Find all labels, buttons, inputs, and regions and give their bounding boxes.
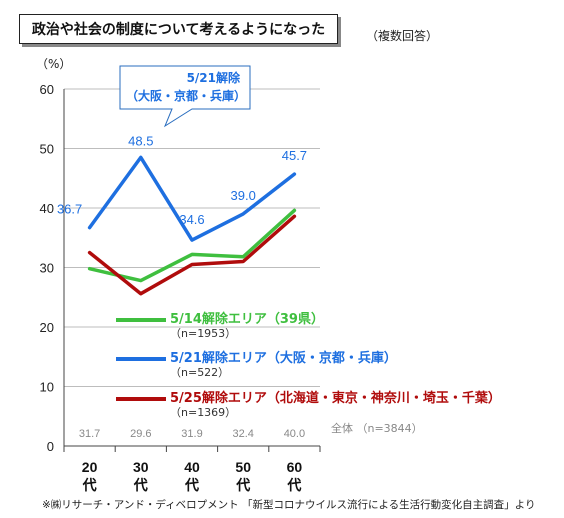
x-category-label: 40: [184, 459, 200, 475]
callout-box: [119, 65, 251, 128]
source-note: ※㈱リサーチ・アンド・ディベロプメント 「新型コロナウイルス流行による生活行動変…: [42, 499, 536, 511]
legend-label-green: 5/14解除エリア（39県）: [170, 312, 324, 327]
data-label: 39.0: [231, 188, 256, 203]
y-tick-label: 60: [40, 82, 54, 97]
y-tick-label: 10: [40, 380, 54, 395]
legend-n-green: （n=1953）: [170, 327, 237, 340]
y-tick-label: 30: [40, 261, 54, 276]
x-category-label: 50: [235, 459, 251, 475]
y-tick-label: 50: [40, 142, 54, 157]
multiple-answer-note: （複数回答）: [366, 29, 439, 43]
y-tick-label: 20: [40, 320, 54, 335]
total-value-label: 32.4: [232, 428, 253, 440]
x-category-label: 60: [287, 459, 303, 475]
total-label: 全体 （n=3844）: [331, 422, 423, 435]
x-category-suffix: 代: [184, 477, 199, 494]
x-category-label: 20: [82, 459, 98, 475]
y-axis-unit: （%）: [36, 57, 72, 71]
x-category-label: 30: [133, 459, 149, 475]
legend-swatch-blue: [116, 357, 166, 361]
series-line-2: [87, 214, 297, 296]
legend-label-blue: 5/21解除エリア（大阪・京都・兵庫）: [170, 351, 397, 366]
x-category-suffix: 代: [286, 477, 301, 494]
total-value-label: 31.7: [79, 428, 100, 440]
legend-n-red: （n=1369）: [170, 406, 237, 419]
data-label: 34.6: [179, 212, 204, 227]
x-category-suffix: 代: [133, 477, 148, 494]
y-tick-label: 40: [40, 201, 54, 216]
legend-n-blue: （n=522）: [170, 366, 230, 379]
chart-title: 政治や社会の制度について考えるようになった: [19, 14, 338, 44]
data-label: 36.7: [57, 202, 82, 217]
callout-line-1: 5/21解除: [187, 70, 241, 85]
legend-swatch-red: [116, 397, 166, 401]
legend-swatch-green: [116, 318, 166, 322]
x-category-suffix: 代: [82, 477, 97, 494]
series-line-1: [87, 155, 297, 242]
legend-label-red: 5/25解除エリア（北海道・東京・神奈川・埼玉・千葉）: [170, 391, 501, 406]
total-value-label: 31.9: [181, 428, 202, 440]
chart-axes: 0 10 20 30 40 50 60 20 代 30 代 40 代 50 代 60 代 31.7 29.6 31.9…: [40, 82, 321, 494]
callout-annotation: 5/21解除 （大阪・京都・兵庫）: [119, 65, 251, 128]
callout-line-2: （大阪・京都・兵庫）: [126, 88, 246, 103]
data-label: 45.7: [282, 148, 307, 163]
total-value-label: 40.0: [284, 428, 305, 440]
y-tick-label: 0: [47, 439, 54, 454]
series-line-0: [87, 208, 297, 283]
total-value-label: 29.6: [130, 428, 151, 440]
x-category-suffix: 代: [235, 477, 250, 494]
data-label: 48.5: [128, 133, 153, 148]
chart-series: 36.7 48.5 34.6 39.0 45.7: [57, 133, 307, 296]
